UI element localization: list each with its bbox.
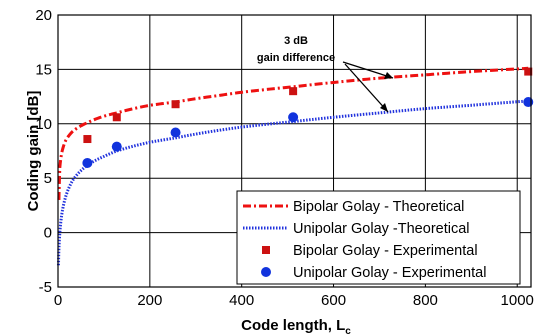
legend-label-bipolar-theoretical: Bipolar Golay - Theoretical [293, 199, 464, 215]
bipolar-golay-experimental-point [112, 113, 121, 122]
bipolar-golay-theoretical-line [57, 66, 529, 200]
legend-label-bipolar-experimental: Bipolar Golay - Experimental [293, 243, 478, 259]
y-axis-label: Coding gain [dB] [25, 91, 42, 212]
x-tick-label: 200 [137, 292, 162, 309]
x-tick-label: 1000 [501, 292, 534, 309]
x-tick-label: 800 [413, 292, 438, 309]
annotation-line2: gain difference [257, 52, 335, 64]
series-layer [56, 66, 534, 266]
legend-swatch-unipolar-experimental [261, 267, 271, 277]
legend-item-unipolar-experimental: Unipolar Golay - Experimental [261, 265, 486, 281]
annotation-line1: 3 dB [284, 35, 308, 47]
unipolar-golay-theoretical-line [56, 99, 529, 266]
legend-label-unipolar-experimental: Unipolar Golay - Experimental [293, 265, 486, 281]
unipolar-golay-experimental-point [170, 127, 181, 138]
unipolar-golay-experimental-point [288, 112, 299, 123]
y-tick-label: 15 [35, 61, 52, 78]
y-tick-label: -5 [39, 279, 52, 296]
bipolar-golay-experimental-point [171, 100, 180, 109]
gain-difference-annotation: 3 dB gain difference [257, 35, 394, 113]
bipolar-golay-experimental-point [83, 135, 92, 144]
y-tick-label: 10 [35, 116, 52, 133]
legend-swatch-bipolar-experimental [262, 246, 270, 254]
unipolar-golay-experimental-point [82, 157, 93, 168]
legend: Bipolar Golay - Theoretical Unipolar Gol… [236, 190, 521, 285]
unipolar-golay-experimental-point [111, 141, 122, 152]
annotation-arrow-upper [342, 61, 394, 79]
x-axis-label-subscript: c [345, 326, 351, 334]
y-tick-label: 0 [44, 225, 52, 242]
x-tick-label: 0 [54, 292, 62, 309]
x-tick-label: 400 [229, 292, 254, 309]
x-axis-label: Code length, Lc [241, 317, 351, 334]
plot-frame [57, 14, 532, 288]
legend-item-bipolar-theoretical: Bipolar Golay - Theoretical [243, 199, 464, 215]
legend-box [236, 190, 521, 285]
bipolar-golay-experimental-point [524, 67, 533, 76]
annotation-arrow-lower [344, 63, 389, 113]
legend-label-unipolar-theoretical: Unipolar Golay -Theoretical [293, 221, 470, 237]
y-tick-label: 20 [35, 7, 52, 24]
legend-item-unipolar-theoretical: Unipolar Golay -Theoretical [243, 221, 470, 237]
annotation-arrowhead-upper [384, 72, 393, 79]
x-axis-label-main: Code length, L [241, 317, 345, 334]
unipolar-golay-experimental-point [523, 97, 534, 108]
y-tick-label: 5 [44, 170, 52, 187]
legend-item-bipolar-experimental: Bipolar Golay - Experimental [262, 243, 478, 259]
x-tick-label: 600 [321, 292, 346, 309]
annotation-arrowhead-lower [380, 103, 388, 112]
bipolar-golay-experimental-point [289, 87, 298, 96]
